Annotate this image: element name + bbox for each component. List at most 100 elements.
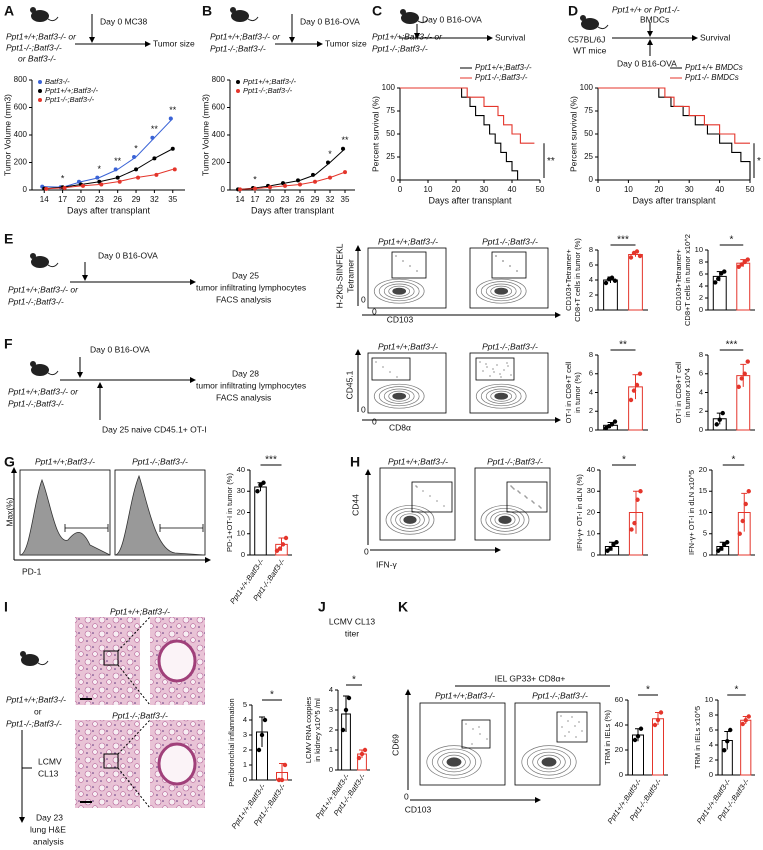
data-point <box>608 546 613 551</box>
event <box>472 728 474 730</box>
data-point <box>115 175 120 180</box>
airway <box>157 639 197 683</box>
contour <box>383 283 415 299</box>
y-tick-label: 40 <box>587 465 595 474</box>
bar <box>254 486 267 556</box>
gate <box>411 481 453 513</box>
histology-image <box>75 720 140 808</box>
contour <box>485 388 517 404</box>
data-point <box>281 181 285 186</box>
event <box>492 368 494 370</box>
data-point <box>722 748 727 753</box>
series-line <box>239 148 346 190</box>
label: Ppt1+/+;Batf3-/- <box>378 341 438 351</box>
y-tick-label: 0 <box>241 550 245 559</box>
data-point <box>745 257 750 262</box>
data-point <box>739 376 744 381</box>
y-tick-label: 0 <box>699 305 703 314</box>
flow-plot <box>379 467 456 541</box>
mouse-icon <box>30 361 36 367</box>
y-tick-label: 0 <box>243 775 247 784</box>
data-point <box>609 422 615 427</box>
flow-plot <box>419 702 506 786</box>
event <box>493 371 495 373</box>
x-tick-label: 10 <box>624 185 633 194</box>
event <box>567 720 569 722</box>
y-axis-label: in kidney x10^5 /ml <box>313 698 322 762</box>
mouse-icon <box>37 660 49 666</box>
y-tick-label: 0 <box>709 770 713 779</box>
mouse-icon <box>31 364 49 376</box>
mouse-icon <box>597 24 609 30</box>
y-axis-label: CD8+T cells in tumor (%) <box>573 238 582 322</box>
y-tick-label: 3 <box>243 730 247 739</box>
event <box>512 487 514 489</box>
event <box>513 488 515 490</box>
event <box>518 491 520 493</box>
data-point <box>634 249 640 254</box>
data-point <box>736 264 741 269</box>
label: Ppt1+/+;Batf3-/- <box>435 690 495 700</box>
legend-marker <box>38 98 42 102</box>
mouse-icon <box>31 256 49 268</box>
y-tick-label: 8 <box>589 245 593 254</box>
data-point <box>717 417 722 422</box>
airway <box>157 742 197 786</box>
data-point <box>746 714 751 719</box>
x-tick-label: 32 <box>326 195 335 204</box>
event <box>395 255 397 257</box>
label: CD103 <box>405 804 432 814</box>
event <box>500 376 502 378</box>
contour <box>388 285 411 297</box>
data-point <box>720 410 725 416</box>
event <box>485 363 487 365</box>
event <box>574 725 576 727</box>
event <box>578 721 580 723</box>
data-point <box>634 382 640 388</box>
significance: * <box>735 685 739 696</box>
data-point <box>635 734 641 739</box>
event <box>531 500 533 502</box>
label: Day 0 B16-OVA <box>617 58 677 68</box>
mouse-icon <box>230 7 236 13</box>
event <box>402 260 404 262</box>
flow-plot <box>514 702 601 786</box>
event <box>422 490 424 492</box>
y-tick-label: 6 <box>589 260 593 269</box>
x-tick-label: 17 <box>58 195 67 204</box>
label: FACS analysis <box>216 392 271 402</box>
y-axis-label: Tumor Volume (mm3) <box>200 94 210 176</box>
event <box>507 365 509 367</box>
data-point <box>255 489 260 494</box>
legend-label: Ppt1+/+;Batf3-/- <box>45 86 98 95</box>
event <box>524 495 526 497</box>
data-point <box>154 172 159 177</box>
event <box>510 485 512 487</box>
legend-label: Ppt1-/-;Batf3-/- <box>45 95 95 104</box>
contour <box>480 281 522 302</box>
x-tick-label: 29 <box>132 195 141 204</box>
y-tick-label: 20 <box>615 745 623 754</box>
x-axis-label: Days after transplant <box>428 195 512 205</box>
data-point <box>346 695 352 701</box>
bar <box>628 254 643 311</box>
data-point <box>658 710 664 715</box>
data-point <box>746 489 751 494</box>
contour <box>497 394 505 399</box>
contour <box>490 510 520 529</box>
y-tick-label: 0 <box>699 425 703 434</box>
mouse-icon <box>580 15 586 21</box>
event <box>479 361 481 363</box>
event <box>486 738 488 740</box>
data-point <box>629 527 634 532</box>
gate <box>506 481 548 513</box>
y-tick-label: 2 <box>699 406 703 415</box>
label: tumor infiltrating lymphocytes <box>196 380 306 390</box>
legend-marker <box>236 89 240 93</box>
y-tick-label: 4 <box>243 715 247 724</box>
event <box>396 376 398 378</box>
event <box>564 735 566 737</box>
x-tick-label: 0 <box>398 185 403 194</box>
y-tick-label: 20 <box>237 507 245 516</box>
contour <box>480 386 522 407</box>
